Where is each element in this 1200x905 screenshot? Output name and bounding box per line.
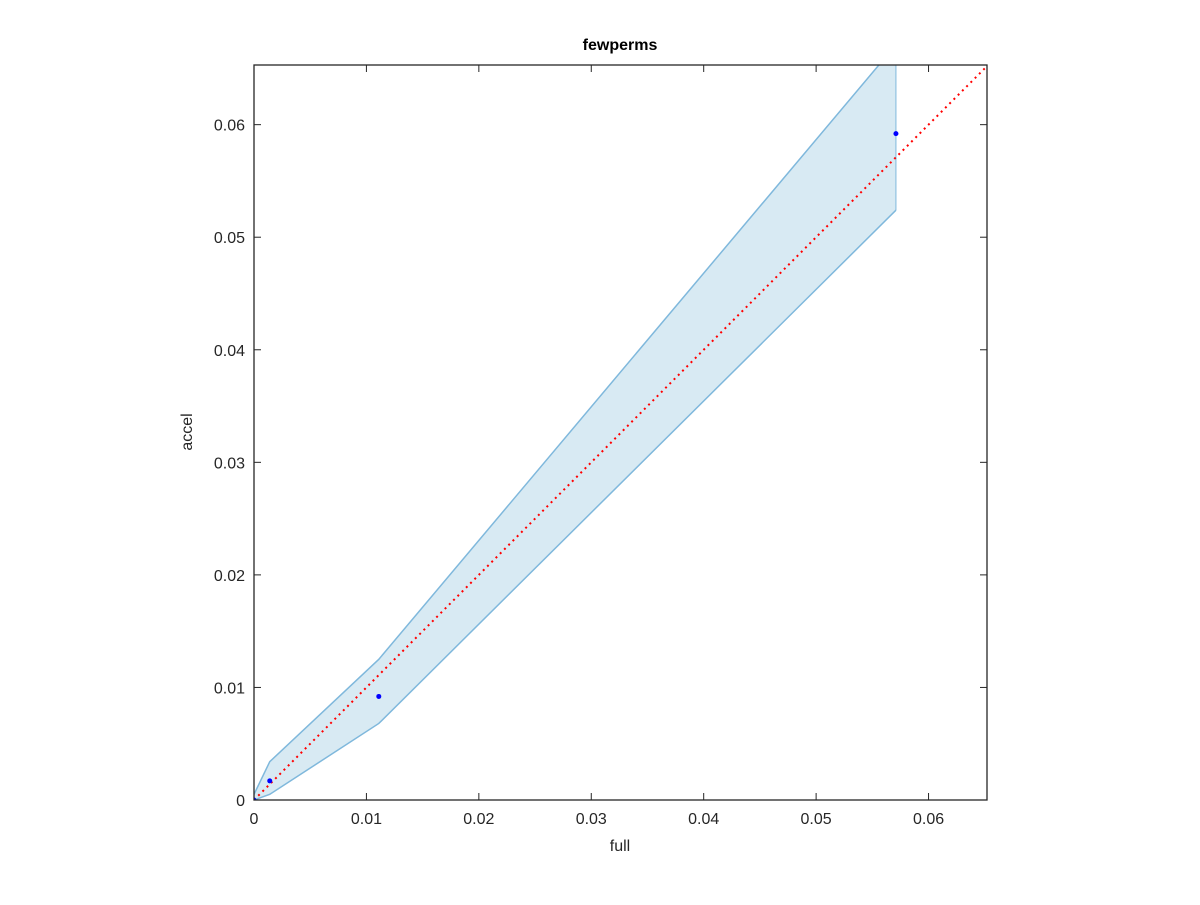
x-tick-label: 0 [250, 811, 259, 828]
data-point [376, 693, 382, 699]
chart-title: fewperms [583, 37, 658, 54]
y-tick-label: 0.01 [214, 680, 245, 697]
confidence-band [254, 65, 896, 800]
y-tick-label: 0.03 [214, 455, 245, 472]
y-axis-label: accel [179, 413, 196, 450]
data-point [267, 778, 273, 784]
x-tick-label: 0.04 [688, 811, 719, 828]
x-tick-label: 0.03 [576, 811, 607, 828]
y-tick-label: 0.06 [214, 118, 245, 135]
plot-area [254, 65, 987, 800]
band-lower-edge [254, 209, 897, 800]
x-axis-label: full [610, 838, 630, 855]
x-tick-label: 0.02 [463, 811, 494, 828]
x-tick-label: 0.01 [351, 811, 382, 828]
reference-line [254, 65, 987, 800]
band-upper-edge [254, 65, 880, 795]
y-tick-label: 0.02 [214, 568, 245, 585]
y-tick-label: 0.05 [214, 230, 245, 247]
x-tick-label: 0.06 [913, 811, 944, 828]
x-tick-label: 0.05 [801, 811, 832, 828]
axes-box [253, 64, 988, 801]
y-tick-label: 0 [236, 793, 245, 810]
y-tick-label: 0.04 [214, 343, 245, 360]
data-point [893, 131, 899, 137]
